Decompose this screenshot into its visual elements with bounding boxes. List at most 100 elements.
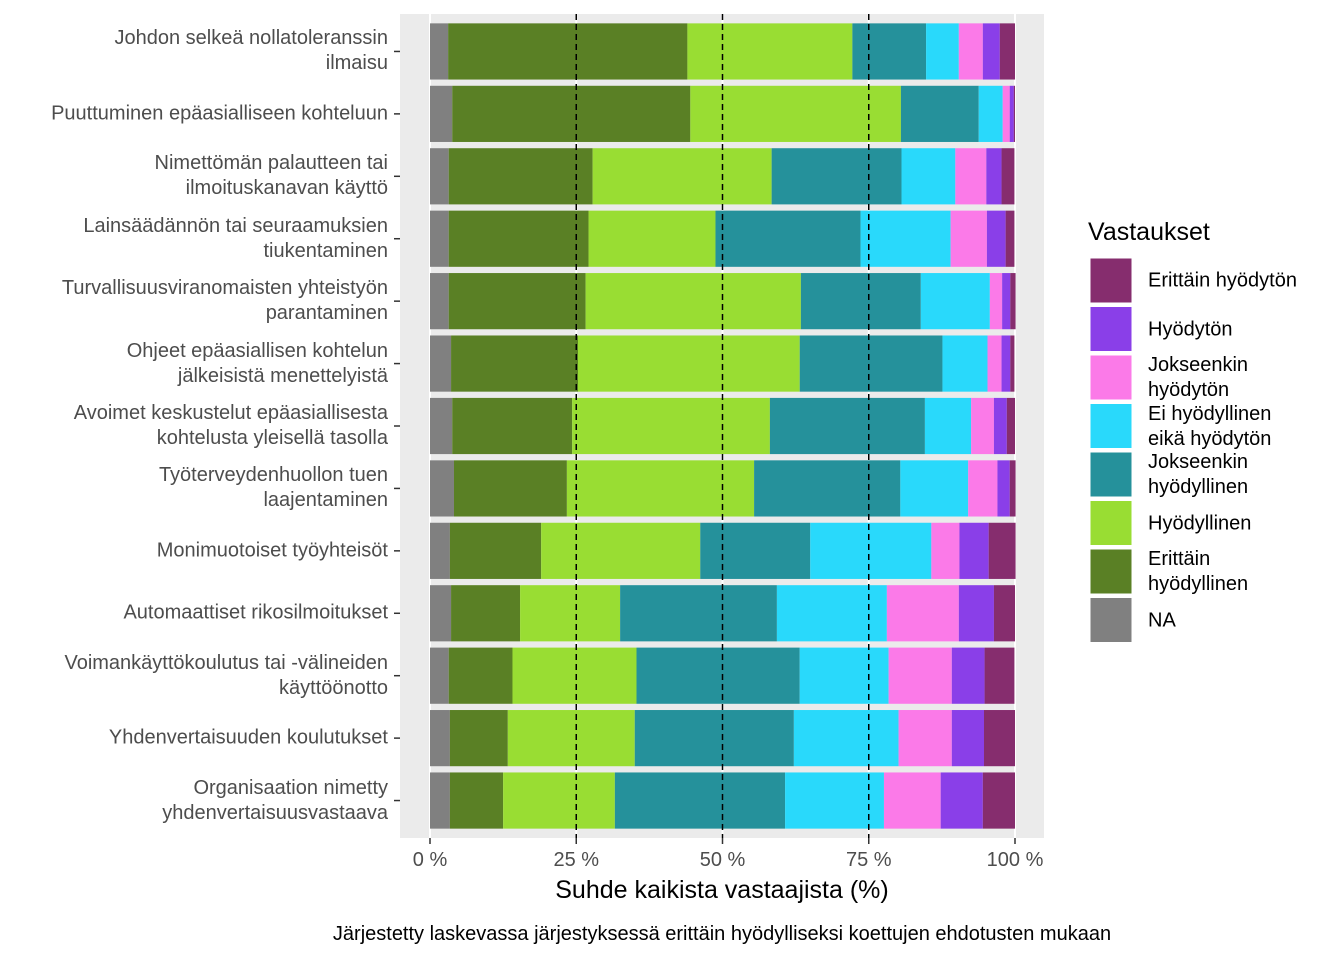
- legend-key: [1089, 548, 1133, 595]
- bar-segment: [520, 585, 621, 642]
- bar-segment: [451, 585, 521, 642]
- legend-key: [1089, 451, 1133, 498]
- bar-segment: [785, 772, 884, 829]
- bar-segment: [507, 710, 635, 767]
- legend-label: NA: [1148, 609, 1176, 631]
- bar-segment: [448, 148, 593, 205]
- bar-segment: [1002, 85, 1010, 142]
- legend-key: [1089, 403, 1133, 449]
- bar-segment: [566, 460, 755, 517]
- y-tick-label: Johdon selkeä nollatoleranssin ilmaisu: [114, 27, 388, 75]
- bar-segment: [860, 210, 951, 267]
- bar-segment: [585, 273, 801, 330]
- bar-segment: [971, 397, 994, 455]
- bar-segment: [988, 522, 1016, 579]
- bar-segment: [1010, 273, 1016, 330]
- bar-segment: [799, 335, 943, 392]
- bar-segment: [451, 335, 579, 392]
- bar-segment: [1001, 335, 1011, 392]
- bar-segment: [636, 647, 800, 704]
- bar-segment: [634, 710, 794, 767]
- y-tick-label: Lainsäädännön tai seuraamuksien tiukenta…: [83, 214, 388, 262]
- bar-segment: [1010, 335, 1015, 392]
- bar-segment: [430, 460, 454, 517]
- bar-segment: [776, 585, 887, 642]
- bar-segment: [1009, 85, 1014, 142]
- legend-label: Hyödyllinen: [1148, 512, 1252, 534]
- legend-label: Erittäin hyödyllinen: [1148, 548, 1249, 595]
- bar-segment: [430, 522, 450, 579]
- bar-segment: [430, 335, 452, 392]
- bar-segment: [997, 460, 1010, 517]
- bar-segment: [448, 647, 513, 704]
- bar-segment: [715, 210, 861, 267]
- x-axis-title: Suhde kaikista vastaajista (%): [555, 876, 888, 904]
- legend-key: [1089, 597, 1133, 643]
- bar-segment: [769, 397, 925, 455]
- bar-segment: [959, 522, 989, 579]
- bar-segment: [799, 647, 889, 704]
- y-tick-label: Avoimet keskustelut epäasiallisesta koht…: [73, 402, 388, 449]
- bar-segment: [700, 522, 811, 579]
- bar-segment: [920, 273, 990, 330]
- bar-segment: [687, 23, 853, 80]
- bar-segment: [430, 210, 449, 267]
- bar-segment: [900, 460, 969, 517]
- y-tick-label: Monimuotoiset työyhteisöt: [156, 539, 388, 562]
- bar-segment: [852, 23, 927, 80]
- bar-segment: [430, 148, 449, 205]
- y-tick-label: Voimankäyttökoulutus tai -välineiden käy…: [64, 651, 388, 699]
- bar-segment: [448, 210, 589, 267]
- bar-segment: [430, 85, 453, 142]
- bar-segment: [572, 397, 770, 455]
- y-tick-label: Turvallisuusviranomaisten yhteistyön par…: [61, 277, 388, 325]
- y-tick-label: Puuttuminen epäasialliseen kohteluun: [51, 102, 388, 125]
- bar-segment: [886, 585, 959, 642]
- bar-segment: [452, 85, 691, 142]
- y-tick-label: Yhdenvertaisuuden koulutukset: [108, 726, 388, 749]
- bar-segment: [989, 273, 1003, 330]
- bar-segment: [452, 397, 573, 455]
- bar-segment: [449, 772, 504, 829]
- bar-segment: [430, 397, 453, 455]
- bar-segment: [430, 772, 450, 829]
- bar-segment: [1013, 85, 1015, 142]
- bar-segment: [1009, 460, 1016, 517]
- bar-segment: [983, 710, 1015, 767]
- bar-segment: [987, 335, 1002, 392]
- bar-segment: [940, 772, 983, 829]
- bar-segment: [430, 273, 449, 330]
- bar-segment: [955, 148, 987, 205]
- bar-segment: [931, 522, 960, 579]
- legend-label: Ei hyödyllinen eikä hyödytön: [1148, 402, 1272, 450]
- bar-segment: [926, 23, 959, 80]
- bar-segment: [1001, 148, 1015, 205]
- x-tick-label: 0 %: [413, 849, 448, 871]
- bar-segment: [978, 85, 1003, 142]
- y-tick-label: Automaattiset rikosilmoitukset: [123, 601, 388, 624]
- y-tick-label: Työterveydenhuollon tuen laajentaminen: [158, 464, 388, 512]
- legend-key: [1089, 257, 1133, 304]
- bar-segment: [1002, 273, 1011, 330]
- legend-label: Erittäin hyödytön: [1148, 269, 1297, 292]
- y-tick-label: Ohjeet epäasiallisen kohtelun jälkeisist…: [126, 339, 388, 387]
- x-tick-label: 75 %: [846, 849, 892, 871]
- bar-segment: [430, 585, 452, 642]
- bar-segment: [999, 23, 1015, 80]
- bar-segment: [942, 335, 988, 392]
- bar-segment: [1005, 210, 1015, 267]
- bar-segment: [754, 460, 901, 517]
- bar-segment: [430, 647, 449, 704]
- bar-segment: [898, 710, 952, 767]
- y-tick-label: Organisaation nimetty yhdenvertaisuusvas…: [162, 776, 388, 824]
- bar-segment: [982, 23, 1000, 80]
- bar-segment: [968, 460, 998, 517]
- bar-segment: [448, 23, 688, 80]
- bar-segment: [951, 710, 984, 767]
- bar-segment: [578, 335, 800, 392]
- bar-segment: [984, 647, 1015, 704]
- bar-segment: [993, 585, 1015, 642]
- x-tick-label: 25 %: [553, 849, 599, 871]
- bar-segment: [512, 647, 637, 704]
